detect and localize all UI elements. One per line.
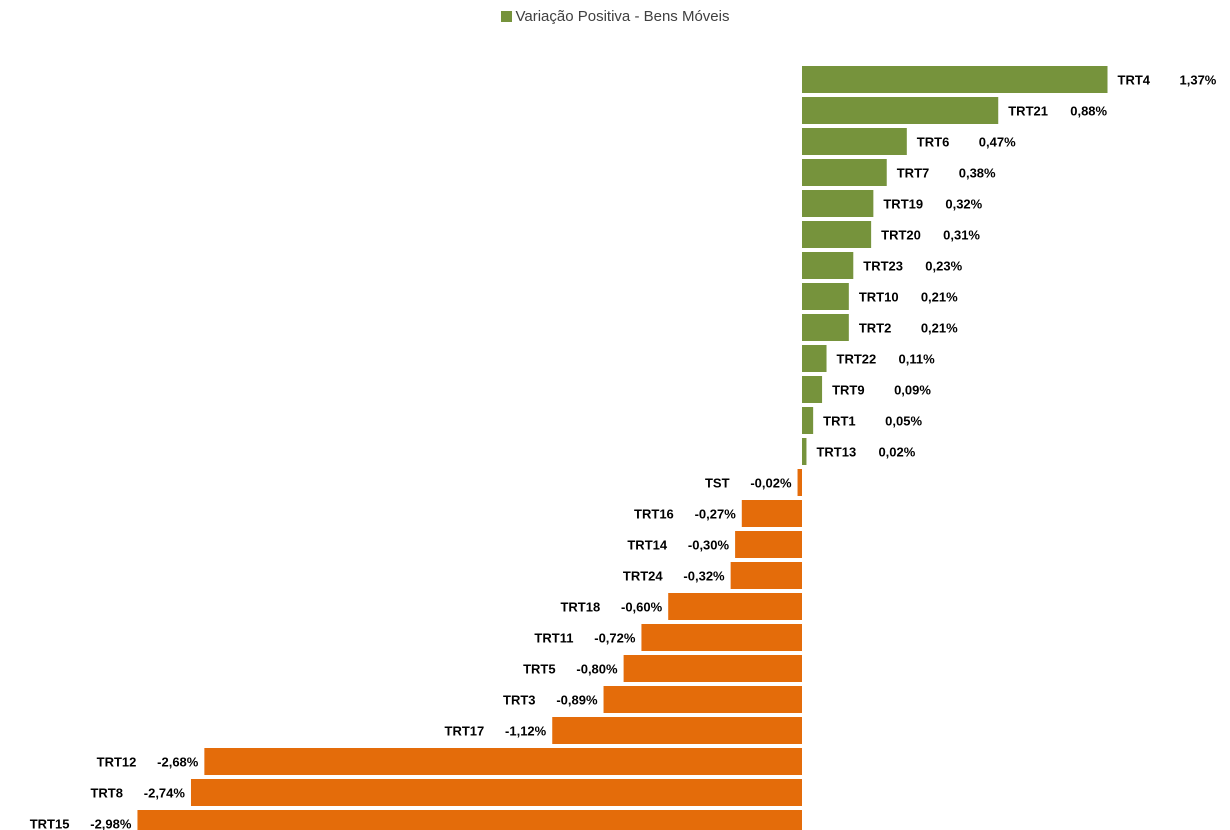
bar-trt22	[802, 345, 827, 372]
bar-trt13	[802, 438, 807, 465]
bar-trt12	[204, 748, 803, 775]
value-label-trt24: -0,32%	[683, 569, 725, 584]
value-label-trt10: 0,21%	[921, 290, 958, 305]
category-label-trt17: TRT17	[445, 724, 485, 739]
category-label-trt11: TRT11	[534, 631, 573, 646]
value-label-trt14: -0,30%	[688, 538, 730, 553]
category-label-trt9: TRT9	[832, 383, 865, 398]
value-label-trt1: 0,05%	[885, 414, 922, 429]
legend-swatch-icon	[500, 10, 512, 22]
category-label-tst: TST	[705, 476, 730, 491]
bar-trt5	[623, 655, 802, 682]
bar-trt17	[552, 717, 802, 744]
bar-trt3	[603, 686, 802, 713]
value-label-trt8: -2,74%	[144, 786, 186, 801]
chart-legend: Variação Positiva - Bens Móveis	[0, 8, 1230, 25]
category-label-trt18: TRT18	[560, 600, 600, 615]
bar-trt21	[802, 97, 999, 124]
bar-trt8	[190, 779, 803, 806]
bar-trt18	[668, 593, 802, 620]
value-label-trt4: 1,37%	[1180, 73, 1217, 88]
value-label-trt18: -0,60%	[621, 600, 663, 615]
category-label-trt19: TRT19	[883, 197, 923, 212]
value-label-tst: -0,02%	[750, 476, 792, 491]
value-label-trt21: 0,88%	[1070, 104, 1107, 119]
value-label-trt7: 0,38%	[959, 166, 996, 181]
bar-trt20	[802, 221, 872, 248]
category-label-trt22: TRT22	[837, 352, 877, 367]
category-label-trt16: TRT16	[634, 507, 674, 522]
bar-trt14	[735, 531, 802, 558]
bar-trt23	[802, 252, 854, 279]
category-label-trt14: TRT14	[627, 538, 668, 553]
category-label-trt21: TRT21	[1008, 104, 1048, 119]
bar-trt6	[802, 128, 907, 155]
category-label-trt23: TRT23	[863, 259, 903, 274]
value-label-trt17: -1,12%	[505, 724, 547, 739]
category-label-trt8: TRT8	[90, 786, 123, 801]
value-label-trt16: -0,27%	[695, 507, 737, 522]
bar-trt2	[802, 314, 849, 341]
category-label-trt7: TRT7	[897, 166, 930, 181]
bar-trt16	[741, 500, 802, 527]
value-label-trt13: 0,02%	[878, 445, 915, 460]
bar-trt1	[802, 407, 814, 434]
bar-tst	[797, 469, 802, 496]
category-label-trt13: TRT13	[816, 445, 856, 460]
category-label-trt10: TRT10	[859, 290, 899, 305]
bar-trt4	[802, 66, 1108, 93]
category-label-trt2: TRT2	[859, 321, 892, 336]
value-label-trt19: 0,32%	[945, 197, 982, 212]
bar-trt7	[802, 159, 887, 186]
value-label-trt9: 0,09%	[894, 383, 931, 398]
value-label-trt23: 0,23%	[925, 259, 962, 274]
value-label-trt6: 0,47%	[979, 135, 1016, 150]
legend-label: Variação Positiva - Bens Móveis	[515, 8, 730, 25]
bar-trt19	[802, 190, 874, 217]
category-label-trt6: TRT6	[917, 135, 950, 150]
category-label-trt5: TRT5	[523, 662, 556, 677]
bar-trt9	[802, 376, 823, 403]
category-label-trt12: TRT12	[97, 755, 137, 770]
category-label-trt4: TRT4	[1118, 73, 1151, 88]
bar-trt10	[802, 283, 849, 310]
bar-trt15	[137, 810, 802, 830]
value-label-trt15: -2,98%	[90, 817, 132, 830]
category-label-trt3: TRT3	[503, 693, 536, 708]
category-label-trt24: TRT24	[623, 569, 664, 584]
value-label-trt11: -0,72%	[594, 631, 636, 646]
value-label-trt5: -0,80%	[576, 662, 618, 677]
category-label-trt15: TRT15	[30, 817, 70, 830]
value-label-trt22: 0,11%	[899, 352, 936, 367]
bar-trt24	[730, 562, 802, 589]
value-label-trt12: -2,68%	[157, 755, 199, 770]
category-label-trt1: TRT1	[823, 414, 856, 429]
value-label-trt20: 0,31%	[943, 228, 980, 243]
category-label-trt20: TRT20	[881, 228, 921, 243]
bar-trt11	[641, 624, 802, 651]
value-label-trt3: -0,89%	[556, 693, 598, 708]
value-label-trt2: 0,21%	[921, 321, 958, 336]
